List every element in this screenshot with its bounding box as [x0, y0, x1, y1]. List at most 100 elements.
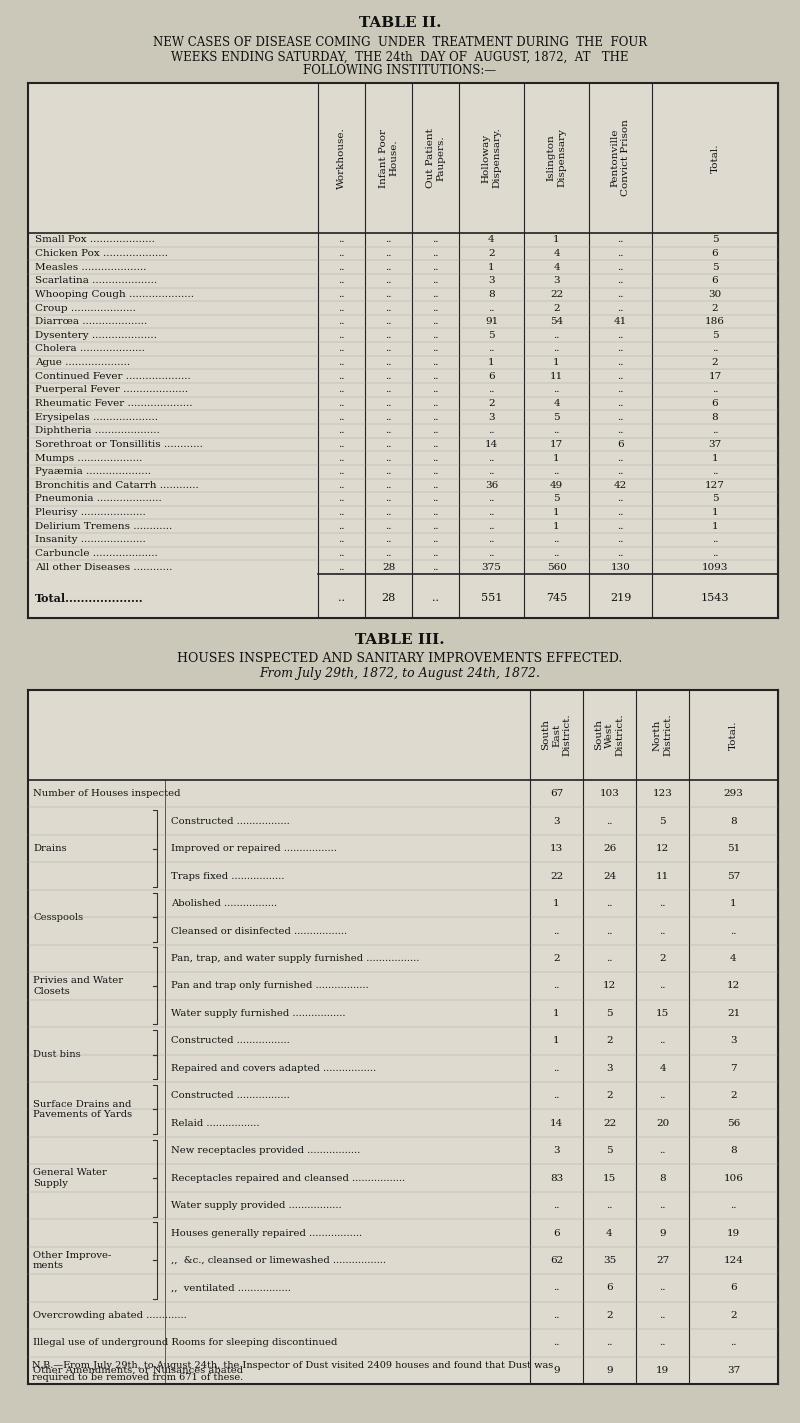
Text: 9: 9 [659, 1228, 666, 1238]
Text: ..: .. [432, 235, 438, 245]
Text: 551: 551 [481, 593, 502, 603]
Text: HOUSES INSPECTED AND SANITARY IMPROVEMENTS EFFECTED.: HOUSES INSPECTED AND SANITARY IMPROVEMEN… [178, 652, 622, 665]
Text: ..: .. [338, 454, 345, 462]
Text: ..: .. [386, 427, 392, 435]
Text: ..: .. [386, 508, 392, 517]
Text: New receptacles provided .................: New receptacles provided ...............… [171, 1146, 360, 1155]
Text: ..: .. [488, 549, 494, 558]
Text: 83: 83 [550, 1174, 563, 1183]
Text: ..: .. [386, 263, 392, 272]
Text: ..: .. [338, 386, 345, 394]
Text: required to be removed from 671 of these.: required to be removed from 671 of these… [32, 1373, 243, 1383]
Text: 1: 1 [488, 263, 495, 272]
Text: Overcrowding abated .............: Overcrowding abated ............. [33, 1311, 186, 1321]
Text: ,,  &c., cleansed or limewashed .................: ,, &c., cleansed or limewashed .........… [171, 1257, 386, 1265]
Text: Pan and trap only furnished .................: Pan and trap only furnished ............… [171, 982, 369, 990]
Text: 3: 3 [553, 817, 560, 825]
Text: 6: 6 [617, 440, 624, 448]
Text: ..: .. [659, 926, 666, 935]
Text: 19: 19 [727, 1228, 740, 1238]
Text: South
West
District.: South West District. [594, 714, 624, 756]
Text: 1: 1 [553, 1036, 560, 1046]
Text: Scarlatina ....................: Scarlatina .................... [35, 276, 157, 285]
Text: 41: 41 [614, 317, 627, 326]
Text: ..: .. [618, 508, 624, 517]
Text: Bronchitis and Catarrh ............: Bronchitis and Catarrh ............ [35, 481, 198, 490]
Text: ..: .. [432, 522, 438, 531]
Text: 1: 1 [488, 359, 495, 367]
Text: 745: 745 [546, 593, 567, 603]
Text: 5: 5 [553, 413, 560, 421]
Text: From July 29th, 1872, to August 24th, 1872.: From July 29th, 1872, to August 24th, 18… [259, 667, 541, 680]
Text: ..: .. [338, 263, 345, 272]
Text: Abolished .................: Abolished ................. [171, 899, 277, 908]
Text: Delirium Tremens ............: Delirium Tremens ............ [35, 522, 172, 531]
Text: General Water
Supply: General Water Supply [33, 1168, 107, 1188]
Text: 7: 7 [730, 1064, 737, 1073]
Text: ..: .. [488, 508, 494, 517]
Text: ..: .. [432, 454, 438, 462]
Text: ..: .. [488, 303, 494, 313]
Text: NEW CASES OF DISEASE COMING  UNDER  TREATMENT DURING  THE  FOUR: NEW CASES OF DISEASE COMING UNDER TREATM… [153, 37, 647, 50]
Text: 560: 560 [546, 562, 566, 572]
Text: 12: 12 [727, 982, 740, 990]
Text: ..: .. [554, 467, 560, 477]
Text: South
East
District.: South East District. [542, 714, 571, 756]
Text: 4: 4 [553, 263, 560, 272]
Text: 1: 1 [712, 522, 718, 531]
Text: ..: .. [338, 562, 345, 572]
Text: 13: 13 [550, 844, 563, 854]
Text: 28: 28 [382, 593, 396, 603]
Text: ..: .. [618, 290, 624, 299]
Text: Measles ....................: Measles .................... [35, 263, 146, 272]
Text: 4: 4 [553, 398, 560, 408]
Text: ..: .. [432, 413, 438, 421]
Text: 62: 62 [550, 1257, 563, 1265]
Text: ..: .. [338, 522, 345, 531]
Text: 1: 1 [553, 235, 560, 245]
Text: ..: .. [488, 535, 494, 545]
Text: ..: .. [338, 535, 345, 545]
Text: Croup ....................: Croup .................... [35, 303, 136, 313]
Text: 130: 130 [610, 562, 630, 572]
Text: ..: .. [488, 344, 494, 353]
Text: ..: .. [554, 926, 560, 935]
Text: 8: 8 [730, 817, 737, 825]
Text: 42: 42 [614, 481, 627, 490]
Text: Cholera ....................: Cholera .................... [35, 344, 145, 353]
Text: 124: 124 [723, 1257, 743, 1265]
Text: Diphtheria ....................: Diphtheria .................... [35, 427, 160, 435]
Text: Other Improve-
ments: Other Improve- ments [33, 1251, 111, 1271]
Text: 36: 36 [485, 481, 498, 490]
Text: 9: 9 [606, 1366, 613, 1375]
Text: ..: .. [554, 427, 560, 435]
Text: ..: .. [606, 1338, 613, 1348]
Text: ..: .. [659, 982, 666, 990]
Text: ..: .. [432, 427, 438, 435]
Text: ..: .. [488, 427, 494, 435]
Text: 4: 4 [606, 1228, 613, 1238]
Text: Small Pox ....................: Small Pox .................... [35, 235, 155, 245]
Text: 2: 2 [488, 249, 495, 258]
Text: ..: .. [618, 467, 624, 477]
Text: 2: 2 [553, 303, 560, 313]
Text: 91: 91 [485, 317, 498, 326]
Text: ..: .. [712, 344, 718, 353]
Text: ..: .. [386, 386, 392, 394]
Text: 26: 26 [603, 844, 616, 854]
Text: ..: .. [338, 494, 345, 504]
Text: 11: 11 [550, 371, 563, 381]
Text: Workhouse.: Workhouse. [337, 127, 346, 189]
Text: Traps fixed .................: Traps fixed ................. [171, 872, 284, 881]
Text: ..: .. [554, 549, 560, 558]
Text: ..: .. [712, 467, 718, 477]
Text: ..: .. [712, 386, 718, 394]
Text: 3: 3 [730, 1036, 737, 1046]
Text: Illegal use of underground Rooms for sleeping discontinued: Illegal use of underground Rooms for sle… [33, 1338, 338, 1348]
Text: 3: 3 [488, 276, 495, 285]
Text: ..: .. [338, 549, 345, 558]
Text: Dust bins: Dust bins [33, 1050, 81, 1059]
Text: 4: 4 [488, 235, 495, 245]
Text: Cleansed or disinfected .................: Cleansed or disinfected ................… [171, 926, 347, 935]
Text: 6: 6 [606, 1284, 613, 1292]
